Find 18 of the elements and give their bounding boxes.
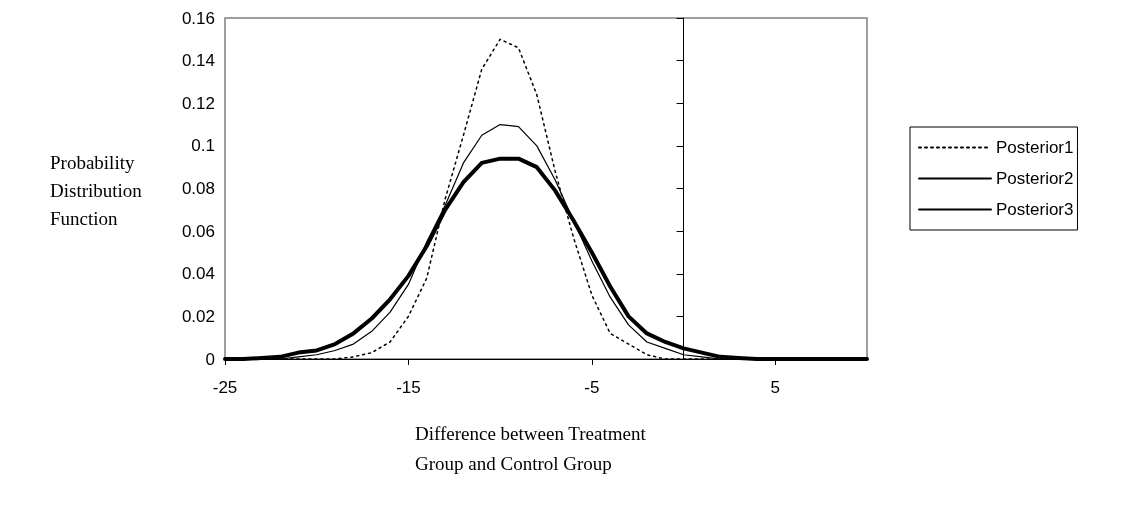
y-tick-label: 0.14	[181, 51, 215, 71]
y-tick-label: 0.12	[181, 93, 215, 113]
y-tick-label: 0.1	[191, 136, 215, 156]
y-tick-label: 0.02	[181, 306, 215, 326]
legend-label: Posterior3	[996, 200, 1074, 219]
y-tick-label: 0.06	[181, 221, 215, 241]
legend-label: Posterior1	[996, 138, 1074, 157]
x-tick-label: -15	[396, 378, 421, 397]
y-axis-title: Probability Distribution Function	[50, 151, 143, 229]
y-tick-label: 0.04	[181, 264, 215, 284]
x-axis-title: Difference between Treatment Group and Control Group	[415, 422, 647, 474]
x-tick-label: -5	[584, 378, 600, 397]
x-tick-label: 5	[770, 378, 781, 397]
y-tick-label: 0	[205, 349, 215, 369]
legend-label: Posterior2	[996, 169, 1074, 188]
x-tick-label: -25	[212, 378, 238, 397]
y-tick-label: 0.08	[181, 179, 215, 198]
y-tick-label: 0.16	[181, 8, 215, 28]
